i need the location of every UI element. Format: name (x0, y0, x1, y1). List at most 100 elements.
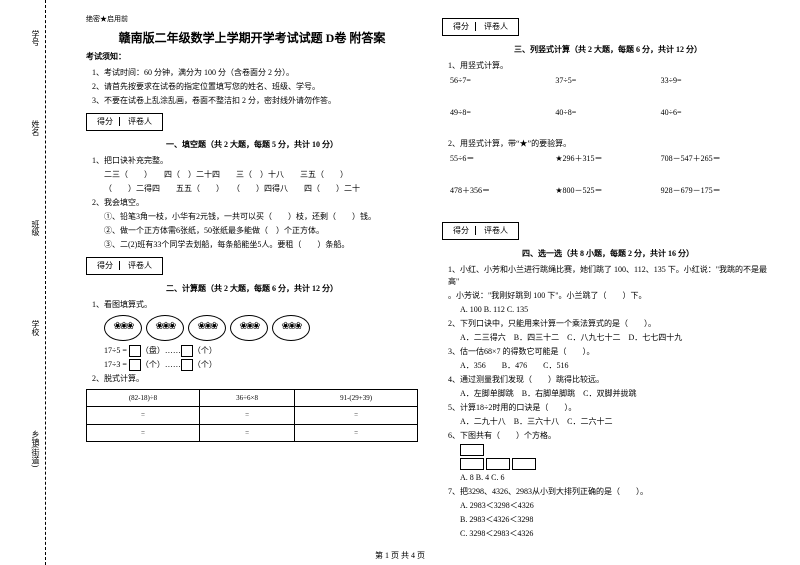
q3-2: 2、用竖式计算，带“★”的要验算。 (442, 138, 774, 150)
score-box-4: 得分 评卷人 (442, 222, 519, 240)
q4-4: 4、通过测量我们发现（ ）跳得比较远。 (442, 374, 774, 386)
expr: 56÷7= (450, 75, 555, 87)
apple-plate-icon: ❀❀❀ (146, 315, 184, 341)
q4-7-opt-c: C. 3298＜2983＜4326 (442, 528, 774, 540)
score-box-3: 得分 评卷人 (442, 18, 519, 36)
apple-diagram: ❀❀❀ ❀❀❀ ❀❀❀ ❀❀❀ ❀❀❀ (86, 315, 418, 341)
grader-cell: 评卷人 (478, 226, 514, 235)
q4-1-opts: A. 100 B. 112 C. 135 (442, 304, 774, 316)
notice-2: 2、请首先按要求在试卷的指定位置填写您的姓名、班级、学号。 (86, 81, 418, 93)
left-column: 绝密★启用前 赣南版二年级数学上学期开学考试试题 D卷 附答案 考试须知： 1、… (80, 10, 424, 540)
grid-cell (486, 458, 510, 470)
eq-text: 17÷3 = (104, 360, 129, 369)
answer-box[interactable] (181, 359, 193, 371)
q1-2: 2、我会填空。 (86, 197, 418, 209)
q4-2-opts: A．二三得六 B．四三十二 C．八九七十二 D．七七四十九 (442, 332, 774, 344)
exam-title: 赣南版二年级数学上学期开学考试试题 D卷 附答案 (86, 29, 418, 47)
cell: (82-18)÷8 (87, 389, 200, 407)
q1-2-line3: ③、二(2)班有33个同学去划船，每条船能坐5人。要租（ ）条船。 (86, 239, 418, 251)
score-cell: 得分 (447, 22, 476, 31)
q4-3: 3、估一估68×7 的得数它可能是（ ）。 (442, 346, 774, 358)
cell: 91-(29+39) (295, 389, 418, 407)
answer-box[interactable] (129, 359, 141, 371)
section-1-title: 一、填空题（共 2 大题，每题 5 分，共计 10 分） (86, 139, 418, 151)
section-4-title: 四、选一选（共 8 小题，每题 2 分，共计 16 分） (442, 248, 774, 260)
q1-1: 1、把口诀补充完整。 (86, 155, 418, 167)
score-cell: 得分 (91, 117, 120, 126)
q4-4-opts: A．左脚单脚跳 B．右脚单脚跳 C．双脚并拢跳 (442, 388, 774, 400)
margin-label-school: 学校 (30, 320, 41, 336)
q4-7-opt-a: A. 2983＜3298＜4326 (442, 500, 774, 512)
equation-2: 17÷3 = （个）……（个） (86, 359, 418, 371)
section-3-title: 三、列竖式计算（共 2 大题，每题 6 分，共计 12 分） (442, 44, 774, 56)
unit: （个） (193, 346, 217, 355)
cell[interactable]: = (295, 407, 418, 425)
score-box-2: 得分 评卷人 (86, 257, 163, 275)
calc-table: (82-18)÷836÷6×891-(29+39) === === (86, 389, 418, 443)
q4-6: 6、下图共有（ ）个方格。 (442, 430, 774, 442)
grader-cell: 评卷人 (122, 261, 158, 270)
notice-3: 3、不要在试卷上乱涂乱画，卷面不整洁扣 2 分，密封线外请勿作答。 (86, 95, 418, 107)
fold-line (45, 0, 46, 565)
q4-6-opts: A. 8 B. 4 C. 6 (442, 472, 774, 484)
q1-2-line2: ②、做一个正方体需6张纸，50张纸最多能做（ ）个正方体。 (86, 225, 418, 237)
cell[interactable]: = (87, 424, 200, 442)
grid-cell (460, 444, 484, 456)
q4-1: 1、小红、小芳和小兰进行跳绳比赛，她们跳了 100、112、135 下。小红说：… (442, 264, 774, 288)
grader-cell: 评卷人 (478, 22, 514, 31)
apple-plate-icon: ❀❀❀ (272, 315, 310, 341)
cell[interactable]: = (87, 407, 200, 425)
unit: （盘）…… (141, 346, 181, 355)
calc-row: 478＋356＝★800－525＝928－679－175＝ (442, 185, 774, 197)
q1-1-line2: （ ）二得四 五五（ ） （ ）四得八 四（ ）二十 (86, 183, 418, 195)
expr: 928－679－175＝ (661, 185, 766, 197)
margin-label-town: 乡镇(街道) (30, 430, 41, 467)
q2-1: 1、看图填算式。 (86, 299, 418, 311)
expr: 37÷5= (555, 75, 660, 87)
calc-row: 55÷6＝★296＋315＝708－547＋265＝ (442, 153, 774, 165)
expr: 40÷6= (661, 107, 766, 119)
q3-1: 1、用竖式计算。 (442, 60, 774, 72)
eq-text: 17÷5 = (104, 346, 129, 355)
q4-7: 7、把3298、4326、2983从小到大排列正确的是（ ）。 (442, 486, 774, 498)
score-box-1: 得分 评卷人 (86, 113, 163, 131)
expr: 55÷6＝ (450, 153, 555, 165)
grid-diagram (442, 444, 774, 470)
cell[interactable]: = (200, 424, 295, 442)
cell[interactable]: = (200, 407, 295, 425)
score-cell: 得分 (447, 226, 476, 235)
expr: 708－547＋265＝ (661, 153, 766, 165)
apple-plate-icon: ❀❀❀ (230, 315, 268, 341)
expr: 33÷9= (661, 75, 766, 87)
q4-2: 2、下列口诀中，只能用来计算一个乘法算式的是（ ）。 (442, 318, 774, 330)
answer-box[interactable] (181, 345, 193, 357)
content-columns: 绝密★启用前 赣南版二年级数学上学期开学考试试题 D卷 附答案 考试须知： 1、… (80, 10, 780, 540)
answer-box[interactable] (129, 345, 141, 357)
expr: ★800－525＝ (555, 185, 660, 197)
grid-cell (512, 458, 536, 470)
margin-label-id: 学号 (30, 30, 41, 46)
cell[interactable]: = (295, 424, 418, 442)
exam-page: 学号 姓名 班级 学校 乡镇(街道) 绝密★启用前 赣南版二年级数学上学期开学考… (0, 0, 800, 565)
expr: 49÷8= (450, 107, 555, 119)
grid-cell (460, 458, 484, 470)
q4-5-opts: A．二九十八 B．三六十八 C．二六十二 (442, 416, 774, 428)
margin-label-name: 姓名 (30, 120, 41, 136)
apple-plate-icon: ❀❀❀ (104, 315, 142, 341)
margin-column: 学号 姓名 班级 学校 乡镇(街道) (20, 0, 70, 565)
q2-2: 2、脱式计算。 (86, 373, 418, 385)
right-column: 得分 评卷人 三、列竖式计算（共 2 大题，每题 6 分，共计 12 分） 1、… (436, 10, 780, 540)
grader-cell: 评卷人 (122, 117, 158, 126)
margin-label-class: 班级 (30, 220, 41, 236)
calc-row: 56÷7=37÷5=33÷9= (442, 75, 774, 87)
q1-2-line1: ①、铅笔3角一枝，小华有2元钱，一共可以买（ ）枝，还剩（ ）钱。 (86, 211, 418, 223)
calc-row: 49÷8=40÷8=40÷6= (442, 107, 774, 119)
equation-1: 17÷5 = （盘）…… （个） (86, 345, 418, 357)
notice-1: 1、考试时间：60 分钟，满分为 100 分（含卷面分 2 分）。 (86, 67, 418, 79)
q4-3-opts: A．356 B．476 C．516 (442, 360, 774, 372)
apple-plate-icon: ❀❀❀ (188, 315, 226, 341)
unit: （个）…… (141, 360, 181, 369)
q4-5: 5、计算18÷2时用的口诀是（ ）。 (442, 402, 774, 414)
expr: ★296＋315＝ (555, 153, 660, 165)
q4-7-opt-b: B. 2983＜4326＜3298 (442, 514, 774, 526)
